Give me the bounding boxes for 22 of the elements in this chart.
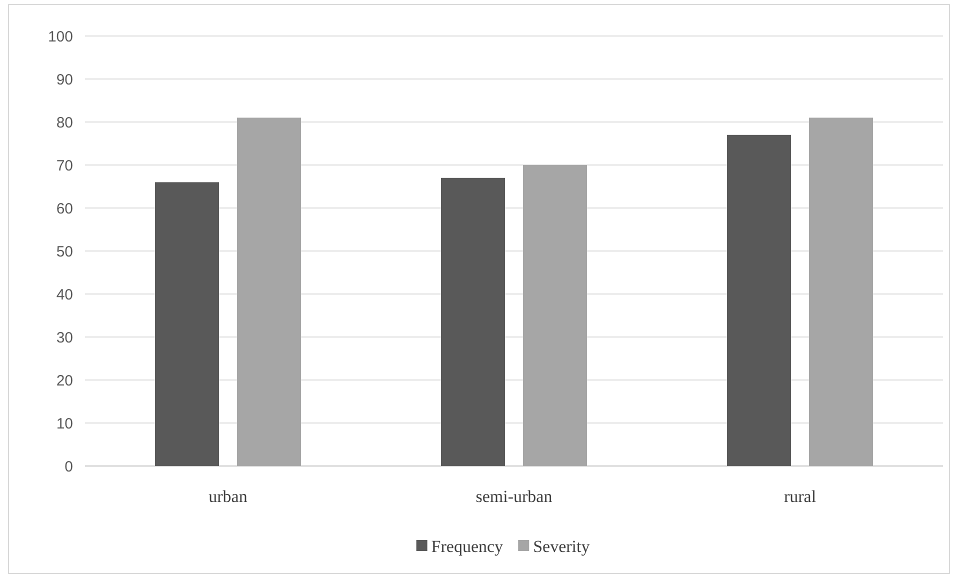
bar [155,182,219,466]
y-tick-label: 50 [56,243,73,260]
y-tick-label: 100 [48,28,73,46]
bar [441,178,505,466]
y-tick-label: 60 [56,200,73,218]
x-tick-label: urban [208,487,248,506]
x-tick-label: rural [784,487,816,506]
y-tick-label: 80 [56,114,73,132]
legend-label: Severity [533,536,590,556]
bar [809,118,873,466]
y-tick-label: 10 [56,415,73,432]
y-tick-label: 90 [56,71,73,88]
y-tick-label: 0 [64,458,73,476]
bar [237,118,301,466]
x-tick-label: semi-urban [476,487,553,506]
bar [523,165,587,466]
y-tick-label: 30 [56,329,73,346]
y-tick-label: 70 [56,157,73,174]
y-tick-label: 20 [56,372,73,390]
bar [727,134,791,466]
legend-label: Frequency [431,536,504,556]
y-tick-label: 40 [56,286,73,304]
